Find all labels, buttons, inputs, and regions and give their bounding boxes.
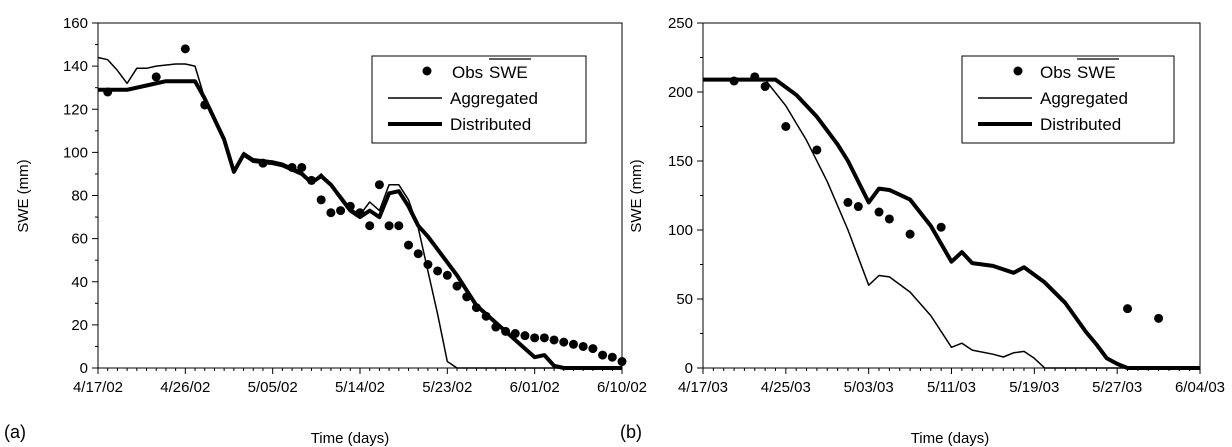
legend-obs-prefix-b: Obs (1040, 63, 1071, 82)
obs-swe-point-a (452, 281, 462, 291)
obs-swe-point-a (297, 162, 307, 172)
obs-swe-point-a (598, 350, 608, 360)
y-tick-label-a: 80 (71, 188, 88, 205)
obs-swe-point-a (180, 44, 190, 54)
legend-obs-prefix-a: Obs (452, 63, 483, 82)
obs-swe-point-a (423, 260, 433, 269)
x-axis-b: 4/17/03 4/25/03 5/03/03 5/11/03 5/19/03 5/27/… (678, 368, 1225, 396)
obs-swe-point-b (874, 207, 884, 217)
x-tick-label-a: 5/14/02 (335, 379, 385, 396)
obs-swe-point-b (843, 197, 853, 207)
obs-swe-point-b (936, 222, 946, 232)
obs-swe-point-a (316, 195, 326, 205)
obs-swe-point-a (365, 221, 375, 231)
x-tick-label-a: 6/10/02 (597, 379, 647, 396)
obs-swe-point-a (326, 208, 336, 218)
y-axis-b: 0 50 100 150 200 250 (668, 15, 703, 377)
legend-a: Obs SWE Aggregated Distributed (371, 55, 587, 144)
x-tick-label-a: 4/26/02 (160, 379, 210, 396)
legend-distributed-label-a: Distributed (450, 115, 531, 134)
obs-swe-point-a (151, 72, 161, 82)
obs-swe-point-a (539, 333, 549, 343)
obs-swe-point-a (530, 333, 540, 343)
y-tick-label-a: 40 (71, 274, 88, 291)
panel-label-a: (a) (4, 422, 26, 442)
x-tick-label-a: 6/01/02 (510, 379, 560, 396)
legend-obs-marker-b (1013, 66, 1023, 76)
obs-swe-point-a (394, 221, 404, 231)
legend-b: Obs SWE Aggregated Distributed (961, 55, 1175, 144)
obs-swe-point-a (336, 206, 346, 216)
legend-aggregated-label-b: Aggregated (1040, 89, 1128, 108)
obs-swe-point-b (853, 202, 863, 212)
obs-swe-point-b (760, 81, 770, 91)
series-group-b (703, 72, 1200, 370)
y-axis-label-b: SWE (mm) (628, 159, 645, 232)
x-tick-label-b: 5/03/03 (844, 379, 894, 396)
panel-b: 4/17/03 4/25/03 5/03/03 5/11/03 5/19/03 5/27/… (620, 15, 1225, 447)
x-tick-label-b: 5/27/03 (1092, 379, 1142, 396)
obs-swe-point-a (559, 337, 569, 347)
x-axis-label-a: Time (days) (311, 430, 390, 447)
obs-swe-point-b (1123, 304, 1133, 314)
y-axis-label-a: SWE (mm) (15, 159, 32, 232)
legend-aggregated-label-a: Aggregated (450, 89, 538, 108)
obs-swe-point-b (884, 214, 894, 224)
y-tick-label-b: 0 (685, 360, 693, 377)
y-tick-label-a: 100 (63, 144, 88, 161)
x-axis-label-b: Time (days) (911, 430, 990, 447)
x-tick-label-a: 5/05/02 (248, 379, 298, 396)
obs-swe-point-b (812, 145, 822, 155)
aggregated-line-b (703, 78, 1200, 369)
x-tick-label-b: 6/04/03 (1175, 379, 1225, 396)
obs-swe-point-a (617, 357, 627, 367)
obs-swe-point-a (413, 249, 423, 259)
y-tick-label-a: 20 (71, 317, 88, 334)
obs-swe-point-a (607, 352, 617, 362)
y-tick-label-a: 160 (63, 15, 88, 32)
obs-swe-point-b (1154, 313, 1164, 323)
obs-swe-point-a (384, 221, 394, 231)
obs-swe-point-a (568, 339, 578, 349)
obs-swe-point-a (404, 240, 414, 250)
legend-distributed-label-b: Distributed (1040, 115, 1121, 134)
legend-box-a (371, 55, 587, 144)
y-tick-label-a: 120 (63, 101, 88, 118)
y-tick-label-a: 60 (71, 231, 88, 248)
legend-obs-marker-a (422, 66, 432, 76)
panel-a: 4/17/02 4/26/02 5/05/02 5/14/02 5/23/02 6/01/… (4, 15, 647, 447)
obs-swe-point-a (442, 270, 452, 280)
series-group-a (97, 44, 627, 370)
obs-swe-point-a (588, 344, 598, 354)
x-tick-label-b: 5/19/03 (1009, 379, 1059, 396)
x-tick-label-b: 5/11/03 (927, 379, 976, 396)
y-tick-label-b: 50 (676, 291, 693, 308)
distributed-line-a (98, 79, 622, 370)
x-tick-label-a: 4/17/02 (73, 379, 123, 396)
y-tick-label-a: 0 (80, 360, 88, 377)
obs-swe-point-a (578, 341, 588, 351)
y-tick-label-b: 200 (668, 84, 693, 101)
x-tick-label-b: 4/17/03 (678, 379, 728, 396)
obs-swe-point-b (905, 229, 915, 239)
y-tick-label-a: 140 (63, 58, 88, 75)
legend-box-b (961, 55, 1175, 144)
y-tick-label-b: 150 (668, 153, 693, 170)
x-axis-a: 4/17/02 4/26/02 5/05/02 5/14/02 5/23/02 6/01/… (73, 368, 647, 396)
obs-swe-point-a (520, 331, 530, 341)
x-tick-label-b: 4/25/03 (761, 379, 811, 396)
legend-obs-swe-a: SWE (489, 63, 528, 82)
legend-obs-swe-b: SWE (1077, 63, 1116, 82)
panel-label-b: (b) (620, 422, 642, 442)
y-tick-label-b: 100 (668, 222, 693, 239)
y-axis-a: 0 20 40 60 80 100 120 140 160 (63, 15, 98, 377)
obs-swe-point-a (433, 266, 443, 276)
y-tick-label-b: 250 (668, 15, 693, 32)
obs-swe-point-a (374, 180, 384, 190)
obs-swe-point-b (781, 122, 791, 131)
obs-swe-point-a (549, 335, 559, 345)
distributed-line-b (703, 77, 1200, 370)
x-tick-label-a: 5/23/02 (422, 379, 472, 396)
